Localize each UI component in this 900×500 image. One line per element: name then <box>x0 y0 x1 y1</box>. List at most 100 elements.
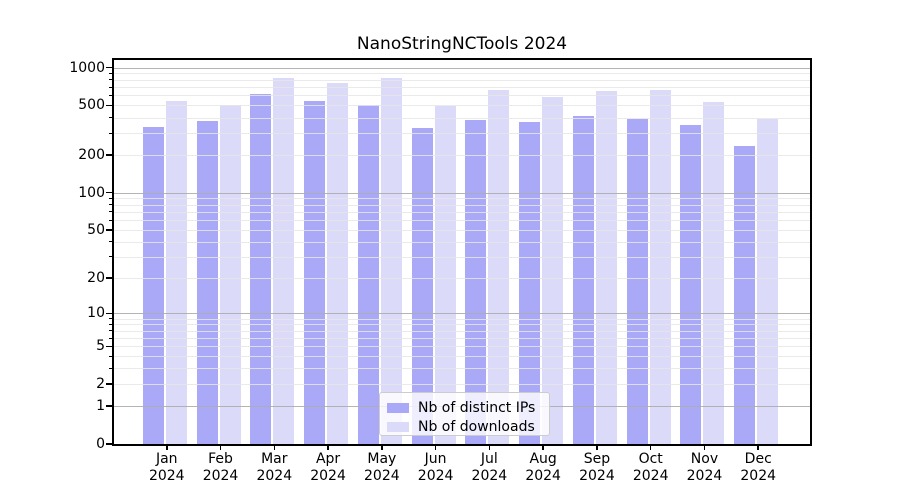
y-tick-minor <box>109 72 112 74</box>
y-tick-minor <box>109 345 112 347</box>
grid-line-major <box>114 192 810 194</box>
y-tick-minor <box>109 256 112 258</box>
bar-downloads <box>273 77 295 444</box>
y-tick-minor <box>109 330 112 332</box>
x-tick <box>434 446 437 450</box>
x-tick <box>273 446 276 450</box>
bar-distinct-ips <box>626 119 648 444</box>
grid-line-minor <box>114 324 810 326</box>
legend: Nb of distinct IPs Nb of downloads <box>379 392 550 436</box>
x-tick-label: Jun 2024 <box>417 451 454 484</box>
grid-line-minor <box>114 87 810 89</box>
x-tick-label: Sep 2024 <box>579 451 615 484</box>
legend-item-distinct-ips: Nb of distinct IPs <box>387 398 549 417</box>
legend-label-distinct-ips: Nb of distinct IPs <box>418 399 536 416</box>
x-tick-label: Dec 2024 <box>740 451 777 484</box>
y-tick-label: 1000 <box>69 59 105 76</box>
bar-distinct-ips <box>680 125 702 444</box>
bar-distinct-ips <box>734 146 756 444</box>
x-tick <box>703 446 706 450</box>
x-tick <box>165 446 168 450</box>
y-tick-label: 5 <box>96 338 105 355</box>
y-tick-label: 50 <box>87 221 105 238</box>
y-tick-minor <box>109 94 112 96</box>
y-tick-label: 1 <box>96 398 105 415</box>
grid-line-minor <box>114 105 810 107</box>
y-tick-label: 2 <box>96 376 105 393</box>
y-tick-minor <box>109 132 112 134</box>
x-tick-label: Nov 2024 <box>686 451 723 484</box>
y-tick <box>106 443 112 445</box>
grid-line-major <box>114 313 810 315</box>
chart-title: NanoStringNCTools 2024 <box>356 34 568 54</box>
y-tick <box>106 66 112 69</box>
bar-downloads <box>219 104 241 444</box>
y-tick-minor <box>109 367 112 369</box>
bar-distinct-ips <box>250 94 272 444</box>
bar-distinct-ips <box>142 127 164 444</box>
x-tick <box>649 446 652 450</box>
legend-swatch-distinct-ips <box>387 402 409 413</box>
bar-distinct-ips <box>465 119 487 444</box>
y-tick-minor <box>109 337 112 339</box>
y-tick-minor <box>109 241 112 243</box>
bar-distinct-ips <box>411 127 433 444</box>
y-tick-minor <box>109 79 112 81</box>
grid-line-minor <box>114 256 810 258</box>
y-tick-minor <box>109 355 112 357</box>
x-tick-label: Oct 2024 <box>632 451 669 484</box>
bar-distinct-ips <box>519 121 541 444</box>
bar-downloads <box>703 102 725 444</box>
bar-distinct-ips <box>196 120 218 444</box>
bar-downloads <box>434 106 456 444</box>
legend-label-downloads: Nb of downloads <box>418 418 535 435</box>
bar-distinct-ips <box>357 104 379 444</box>
y-tick-minor <box>109 318 112 320</box>
y-tick-minor <box>109 229 112 231</box>
y-tick-label: 100 <box>78 184 105 201</box>
y-tick <box>106 405 112 408</box>
grid-line-minor <box>114 318 810 320</box>
grid-line-minor <box>114 220 810 222</box>
y-tick-minor <box>109 277 112 279</box>
x-tick-label: Feb 2024 <box>202 451 239 484</box>
grid-line-minor <box>114 338 810 339</box>
bar-downloads <box>488 89 510 444</box>
y-tick-minor <box>109 86 112 88</box>
x-tick <box>596 446 598 450</box>
y-tick-minor <box>109 154 112 156</box>
bar-distinct-ips <box>572 115 594 444</box>
bar-downloads <box>327 82 349 444</box>
grid-line-minor <box>114 155 810 157</box>
y-tick-minor <box>109 204 112 206</box>
x-tick <box>219 446 222 450</box>
x-tick-label: Mar 2024 <box>256 451 293 484</box>
x-tick <box>327 446 329 450</box>
bar-downloads <box>757 119 779 444</box>
y-tick-label: 10 <box>87 305 105 322</box>
grid-line-minor <box>114 384 810 386</box>
y-tick-minor <box>109 383 112 385</box>
x-tick <box>542 446 544 450</box>
y-tick-minor <box>109 219 112 221</box>
grid-line-minor <box>114 278 810 280</box>
x-tick <box>488 446 491 450</box>
grid-line-minor <box>114 229 810 231</box>
x-tick-label: Jul 2024 <box>471 451 508 484</box>
grid-line-minor <box>114 330 810 332</box>
x-tick <box>381 446 383 450</box>
grid-line-minor <box>114 117 810 119</box>
grid-line-minor <box>114 211 810 213</box>
y-tick-minor <box>109 104 112 106</box>
legend-item-downloads: Nb of downloads <box>387 417 549 436</box>
y-tick-label: 500 <box>78 97 105 114</box>
grid-line-minor <box>114 133 810 135</box>
y-tick-label: 0 <box>96 436 105 452</box>
grid-line-minor <box>114 356 810 358</box>
grid-line-minor <box>114 79 810 81</box>
grid-line-minor <box>114 95 810 97</box>
grid-line-minor <box>114 241 810 243</box>
y-tick <box>106 312 112 315</box>
grid-line-major <box>114 67 810 69</box>
